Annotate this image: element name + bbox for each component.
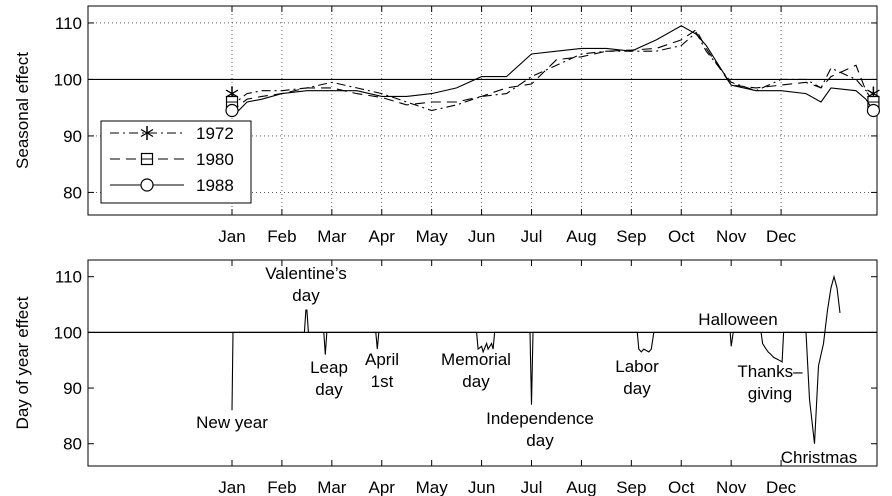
chart-panel-2: 80 90 100 110 Jan Feb Mar Apr May Jun Jul Aug Sep Oct… <box>13 259 878 496</box>
x-tick-label: Jul <box>521 227 543 246</box>
annotation-label: giving <box>748 384 792 403</box>
y-tick-label: 100 <box>54 70 82 89</box>
x-tick-label: Oct <box>668 478 695 496</box>
chart-panel-1: 80 90 100 110 Jan Feb Mar Apr May Jun Jul Aug Sep Oct… <box>13 5 881 246</box>
annotation-label: day <box>292 286 320 305</box>
annotation-label: Labor <box>615 357 659 376</box>
x-tick-label: Mar <box>317 227 347 246</box>
x-tick-label: Apr <box>369 227 396 246</box>
x-tick-label: Oct <box>668 227 695 246</box>
annotation-label: Thanks– <box>737 362 803 381</box>
plot-frame <box>87 259 878 467</box>
annotation-label: 1st <box>371 372 394 391</box>
x-tick-label: Aug <box>566 227 596 246</box>
annotation-label: New year <box>196 413 268 432</box>
series-line-day-of-year <box>231 274 841 444</box>
annotation-label: Christmas <box>781 448 858 467</box>
x-tick-label: Aug <box>566 478 596 496</box>
y-tick-label: 90 <box>63 379 82 398</box>
y-tick-label: 100 <box>54 323 82 342</box>
y-tick-label: 80 <box>63 183 82 202</box>
y-tick-label: 90 <box>63 127 82 146</box>
series-marker-1988 <box>225 103 239 118</box>
x-tick-label: Feb <box>267 227 296 246</box>
annotation-label: day <box>315 380 343 399</box>
y-axis-label: Day of year effect <box>13 296 32 429</box>
x-tick-label: Jun <box>468 478 495 496</box>
y-tick-label: 80 <box>63 435 82 454</box>
x-tick-label: Jun <box>468 227 495 246</box>
annotation-label: Valentine’s <box>265 264 347 283</box>
legend-label: 1988 <box>196 176 234 195</box>
x-tick-label: Sep <box>616 227 646 246</box>
legend: 1972 1980 1988 <box>100 120 252 204</box>
y-axis-label: Seasonal effect <box>13 52 32 169</box>
legend-label: 1972 <box>196 124 234 143</box>
x-tick-label: Feb <box>267 478 296 496</box>
x-tick-label: Nov <box>716 478 747 496</box>
x-tick-label: Nov <box>716 227 747 246</box>
legend-box <box>100 120 252 204</box>
y-tick-label: 110 <box>55 268 82 287</box>
annotation-label: Independence <box>486 409 594 428</box>
series-line-1972 <box>231 31 874 112</box>
x-tick-label: Dec <box>766 227 797 246</box>
legend-label: 1980 <box>196 150 234 169</box>
annotation-label: day <box>526 431 554 450</box>
series-line-1988 <box>231 25 874 115</box>
annotation-label: Memorial <box>441 350 511 369</box>
x-tick-label: May <box>416 227 449 246</box>
x-tick-label: Sep <box>616 478 646 496</box>
annotation-label: day <box>462 372 490 391</box>
x-tick-label: May <box>416 478 449 496</box>
x-tick-label: Apr <box>369 478 396 496</box>
x-tick-label: Jan <box>218 478 245 496</box>
legend-marker <box>140 178 154 192</box>
legend-marker <box>140 126 154 140</box>
x-tick-label: Mar <box>317 478 347 496</box>
annotation-label: Halloween <box>698 310 777 329</box>
x-tick-label: Dec <box>766 478 797 496</box>
series-line-1980 <box>231 28 874 109</box>
annotation-label: day <box>623 379 651 398</box>
x-tick-label: Jan <box>218 227 245 246</box>
annotation-label: Leap <box>310 358 348 377</box>
y-tick-label: 110 <box>55 14 82 33</box>
series-marker-1988 <box>866 103 881 118</box>
annotation-label: April <box>365 350 399 369</box>
x-tick-label: Jul <box>521 478 543 496</box>
